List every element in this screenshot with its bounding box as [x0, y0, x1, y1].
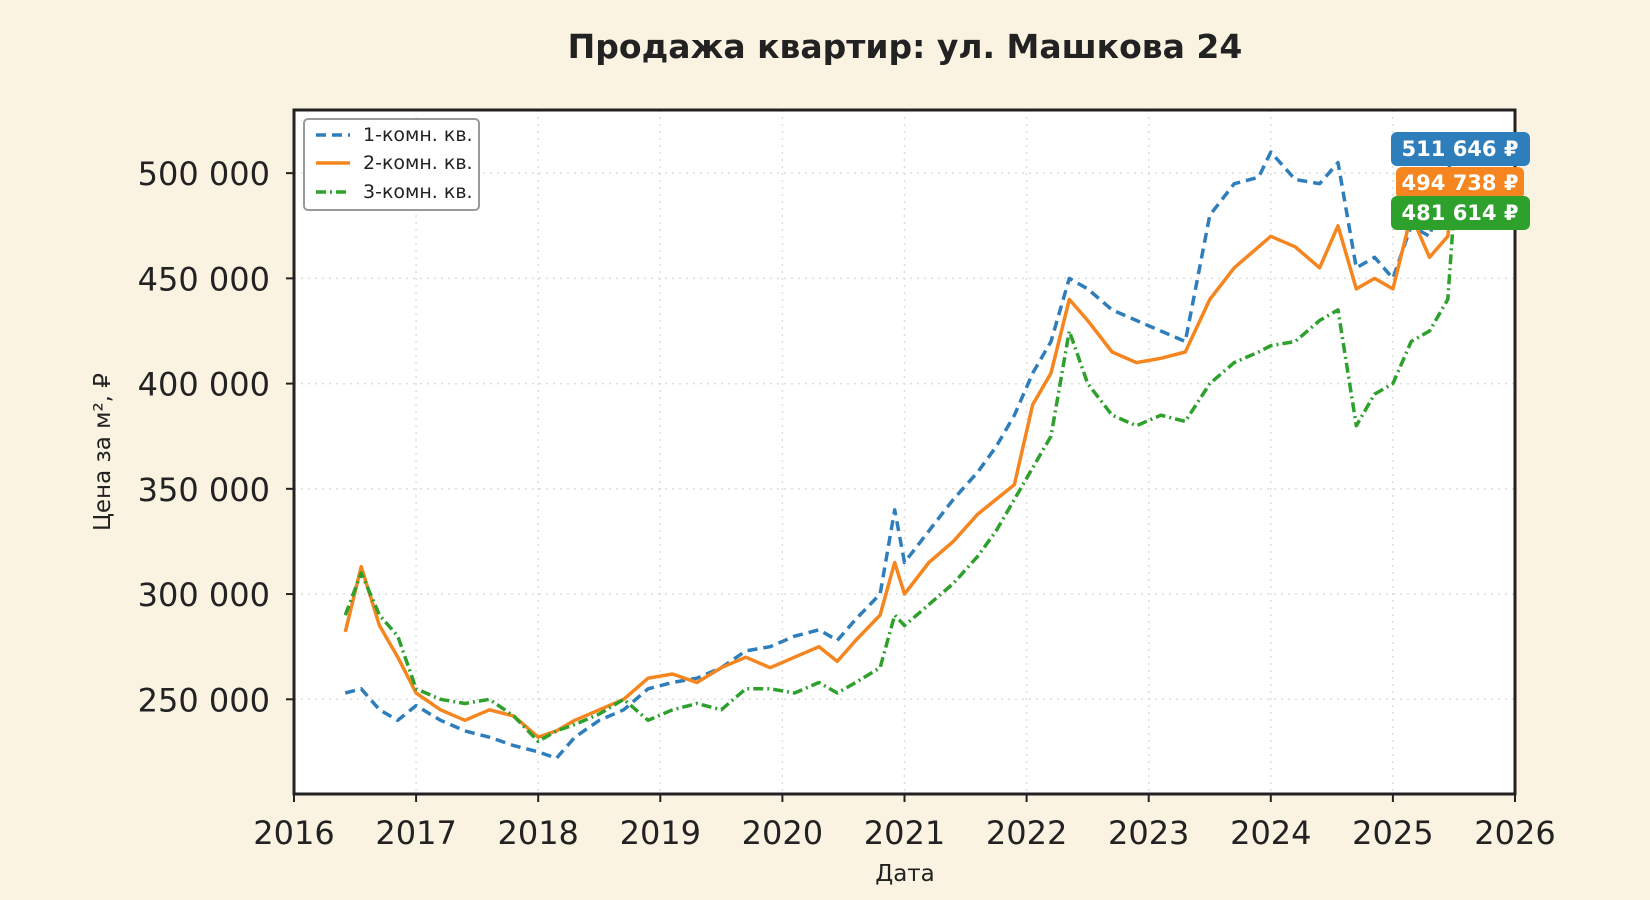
x-axis-label: Дата — [875, 861, 935, 887]
y-tick-label: 450 000 — [138, 260, 270, 298]
x-tick-label: 2022 — [986, 814, 1067, 852]
badge-label-2: 494 738 ₽ — [1402, 171, 1519, 195]
last-value-badges: 511 646 ₽ 494 738 ₽ 481 614 ₽ — [1391, 132, 1530, 230]
x-tick-label: 2025 — [1352, 814, 1433, 852]
badge-label-3: 481 614 ₽ — [1402, 201, 1519, 225]
y-axis-label: Цена за м², ₽ — [90, 373, 116, 531]
badge-label-1: 511 646 ₽ — [1402, 137, 1519, 161]
y-tick-label: 300 000 — [138, 576, 270, 614]
badge-1 — [1391, 132, 1530, 166]
x-tick-label: 2019 — [620, 814, 701, 852]
x-tick-label: 2023 — [1108, 814, 1189, 852]
legend-label-1: 1-комн. кв. — [363, 124, 473, 146]
series-line-3 — [343, 211, 1456, 744]
y-tick-label: 500 000 — [138, 155, 270, 193]
legend-label-2: 2-комн. кв. — [363, 152, 473, 174]
badge-2 — [1396, 167, 1524, 199]
badge-3 — [1391, 196, 1530, 230]
series-layer — [343, 148, 1456, 760]
series-line-2 — [343, 183, 1456, 739]
x-axis: 2016 2017 2018 2019 2020 2021 2022 2023 2024 2025… — [253, 794, 1556, 852]
y-axis: 250 000 300 000 350 000 400 000 450 000 500 0… — [138, 155, 294, 719]
y-tick-label: 400 000 — [138, 366, 270, 404]
x-tick-label: 2017 — [375, 814, 456, 852]
chart-title: Продажа квартир: ул. Машкова 24 — [568, 27, 1243, 66]
x-tick-label: 2021 — [864, 814, 945, 852]
x-tick-label: 2018 — [497, 814, 578, 852]
legend-box — [303, 118, 480, 211]
x-tick-label: 2016 — [253, 814, 334, 852]
x-tick-label: 2024 — [1230, 814, 1311, 852]
series-line-1 — [344, 148, 1456, 760]
legend: 1-комн. кв. 2-комн. кв. 3-комн. кв. — [303, 118, 480, 211]
y-tick-label: 350 000 — [138, 471, 270, 509]
legend-label-3: 3-комн. кв. — [363, 181, 473, 203]
x-tick-label: 2020 — [742, 814, 823, 852]
x-tick-label: 2026 — [1474, 814, 1555, 852]
y-tick-label: 250 000 — [138, 681, 270, 719]
